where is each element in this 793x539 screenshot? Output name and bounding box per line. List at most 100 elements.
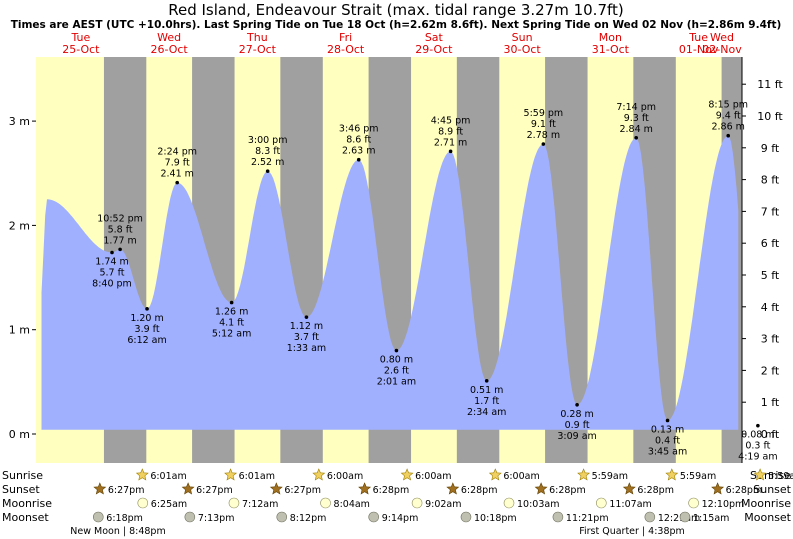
moonset-time: 1:15am bbox=[693, 513, 729, 524]
moonrise-icon bbox=[688, 497, 699, 509]
sunrise-time: 6:00am bbox=[415, 471, 451, 482]
low-tide-metres: 0.51 m bbox=[470, 385, 503, 396]
moonrise-time: 11:07am bbox=[609, 499, 651, 510]
low-tide-time: 5:12 am bbox=[212, 329, 251, 340]
high-tide-time: 10:52 pm bbox=[97, 213, 143, 224]
sunset-time: 6:28pm bbox=[637, 485, 674, 496]
low-tide-feet: 0.4 ft bbox=[655, 435, 680, 446]
sunrise-time: 6:00am bbox=[327, 471, 363, 482]
extreme-dot bbox=[145, 307, 149, 311]
day-label-date: 01-Nov bbox=[679, 43, 719, 56]
sunset-time: 6:28pm bbox=[549, 485, 586, 496]
moonrise-icon bbox=[137, 497, 149, 509]
sunset-time: 6:27pm bbox=[284, 485, 321, 496]
high-tide-time: 5:59 pm bbox=[524, 108, 564, 119]
moonrise-icon bbox=[503, 497, 515, 509]
right-tick-label: 10 ft bbox=[757, 110, 783, 123]
sun-icon bbox=[269, 482, 283, 495]
day-label-dow: Tue bbox=[688, 31, 708, 44]
low-tide-feet: 0.3 ft bbox=[745, 441, 770, 452]
high-tide-feet: 9.4 ft bbox=[716, 111, 741, 122]
moonset-icon bbox=[184, 511, 196, 523]
high-tide-time: 3:00 pm bbox=[248, 135, 288, 146]
extreme-dot bbox=[756, 423, 760, 428]
sun-icon bbox=[224, 468, 238, 481]
day-label-dow: Fri bbox=[339, 31, 352, 44]
extreme-dot bbox=[575, 402, 579, 407]
sun-icon bbox=[622, 482, 636, 495]
day-label-dow: Sun bbox=[512, 31, 533, 44]
astro-row-label: Moonrise bbox=[2, 497, 52, 510]
tide-area bbox=[41, 135, 739, 430]
low-tide-feet: 2.6 ft bbox=[384, 366, 409, 377]
day-label-date: 02-Nov bbox=[702, 43, 742, 56]
day-label-date: 25-Oct bbox=[62, 43, 100, 56]
low-tide-feet: 0.9 ft bbox=[565, 420, 590, 431]
moonset-icon bbox=[276, 511, 288, 523]
extreme-dot bbox=[304, 315, 309, 319]
moonrise-time: 12:10pm bbox=[702, 499, 745, 510]
moonset-time: 9:14pm bbox=[382, 513, 419, 524]
high-tide-metres: 1.77 m bbox=[103, 235, 136, 246]
sun-icon bbox=[534, 482, 548, 495]
moon-phase-label: First Quarter | 4:38pm bbox=[579, 526, 685, 537]
high-tide-feet: 5.8 ft bbox=[108, 224, 133, 235]
extreme-dot bbox=[229, 300, 234, 305]
high-tide-metres: 2.84 m bbox=[619, 124, 652, 135]
sun-icon bbox=[312, 468, 326, 481]
right-tick-label: 2 ft bbox=[761, 364, 780, 377]
astro-row-label-right: Moonset bbox=[744, 511, 791, 524]
moonrise-time: 8:04am bbox=[334, 499, 370, 510]
low-tide-feet: 3.9 ft bbox=[135, 324, 160, 335]
sunset-time: 6:28pm bbox=[373, 485, 410, 496]
extreme-dot bbox=[726, 133, 731, 138]
moonset-icon bbox=[644, 511, 656, 523]
moonset-icon bbox=[368, 511, 380, 523]
low-tide-time: 3:09 am bbox=[557, 431, 596, 442]
left-tick-label: 1 m bbox=[9, 324, 30, 337]
sunset-time: 6:28pm bbox=[461, 485, 498, 496]
sunset-time: 6:27pm bbox=[196, 485, 233, 496]
moonset-time: 6:18pm bbox=[106, 513, 143, 524]
moonset-time: 12:21am bbox=[658, 513, 700, 524]
low-tide-time: 1:33 am bbox=[287, 343, 326, 354]
low-tide-feet: 1.7 ft bbox=[474, 396, 499, 407]
day-label-date: 27-Oct bbox=[239, 43, 277, 56]
high-tide-feet: 9.1 ft bbox=[531, 119, 556, 130]
moonrise-time: 6:25am bbox=[151, 499, 187, 510]
high-tide-feet: 8.3 ft bbox=[255, 146, 280, 157]
extreme-dot bbox=[175, 180, 179, 185]
day-label-date: 26-Oct bbox=[150, 43, 188, 56]
extreme-dot bbox=[665, 418, 670, 423]
extreme-dot bbox=[634, 135, 639, 140]
high-tide-feet: 8.6 ft bbox=[346, 135, 371, 146]
sunrise-time: 6:01am bbox=[150, 471, 186, 482]
right-tick-label: 5 ft bbox=[761, 269, 780, 282]
extreme-dot bbox=[448, 149, 453, 154]
low-tide-feet: 3.7 ft bbox=[294, 332, 319, 343]
moonrise-time: 7:12am bbox=[242, 499, 278, 510]
sunrise-time: 5:59am bbox=[592, 471, 628, 482]
right-tick-label: 9 ft bbox=[761, 142, 780, 155]
low-tide-metres: 0.80 m bbox=[380, 355, 413, 366]
high-tide-time: 4:45 pm bbox=[431, 115, 471, 126]
day-label-date: 28-Oct bbox=[327, 43, 365, 56]
low-tide-feet: 4.1 ft bbox=[219, 318, 244, 329]
high-tide-metres: 2.63 m bbox=[342, 146, 375, 157]
astro-row-label-right: Sunset bbox=[753, 483, 791, 496]
sun-icon bbox=[93, 482, 107, 495]
high-tide-time: 3:46 pm bbox=[339, 124, 379, 135]
axes: 0 m 1 m 2 m 3 m 0 ft 1 ft 2 ft 3 ft 4 ft 5 ft 6 ft… bbox=[9, 57, 783, 463]
right-tick-label: 8 ft bbox=[761, 174, 780, 187]
chart-title: Red Island, Endeavour Strait (max. tidal… bbox=[168, 1, 624, 19]
moonrise-icon bbox=[228, 497, 240, 509]
moonset-time: 11:21pm bbox=[566, 513, 609, 524]
extreme-dot bbox=[394, 348, 399, 353]
left-tick-label: 0 m bbox=[9, 428, 30, 441]
moonset-time: 8:12pm bbox=[290, 513, 327, 524]
right-tick-label: 3 ft bbox=[761, 333, 780, 346]
sunrise-time: 5:59am bbox=[768, 471, 793, 482]
sun-icon bbox=[358, 482, 372, 495]
extreme-dot bbox=[118, 247, 122, 252]
